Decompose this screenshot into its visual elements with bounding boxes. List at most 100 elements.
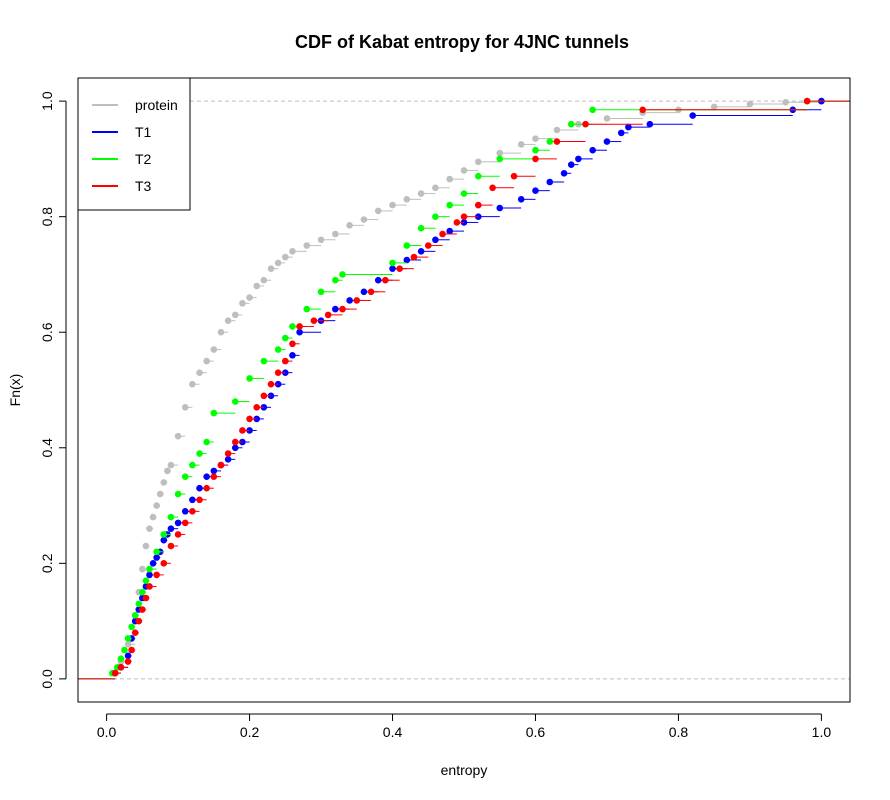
series-T2 bbox=[78, 97, 850, 680]
data-point bbox=[181, 508, 189, 515]
data-point bbox=[128, 646, 135, 654]
data-point bbox=[174, 519, 182, 527]
data-point bbox=[446, 175, 454, 183]
data-point bbox=[296, 323, 303, 330]
legend-box bbox=[77, 77, 191, 211]
data-point bbox=[317, 236, 325, 244]
data-point bbox=[689, 112, 697, 119]
data-point bbox=[289, 323, 296, 330]
data-point bbox=[135, 600, 143, 608]
data-point bbox=[281, 253, 289, 261]
data-point bbox=[164, 467, 171, 475]
data-point bbox=[246, 294, 253, 301]
data-point bbox=[460, 167, 468, 174]
data-point bbox=[496, 155, 504, 163]
data-point bbox=[253, 282, 261, 290]
data-point bbox=[339, 305, 346, 313]
data-point bbox=[567, 161, 575, 168]
data-point bbox=[546, 178, 554, 186]
data-point bbox=[274, 369, 282, 376]
data-point bbox=[131, 612, 139, 619]
data-point bbox=[346, 297, 353, 304]
data-point bbox=[149, 560, 157, 567]
data-point bbox=[128, 623, 135, 631]
data-point bbox=[210, 467, 218, 475]
data-point bbox=[589, 146, 596, 154]
data-point bbox=[239, 300, 246, 307]
data-point bbox=[253, 404, 261, 411]
data-point bbox=[142, 577, 150, 584]
data-point bbox=[189, 461, 196, 469]
data-point bbox=[532, 187, 539, 194]
data-point bbox=[160, 536, 168, 544]
data-point bbox=[546, 138, 554, 145]
x-tick-label: 0.6 bbox=[526, 724, 546, 740]
data-point bbox=[489, 184, 496, 192]
data-point bbox=[396, 265, 403, 272]
data-point bbox=[124, 652, 132, 660]
data-point bbox=[153, 554, 160, 561]
data-point bbox=[432, 236, 439, 244]
data-point bbox=[203, 484, 210, 492]
data-point bbox=[432, 184, 439, 192]
data-point bbox=[267, 380, 275, 388]
data-point bbox=[124, 658, 132, 665]
data-point bbox=[603, 115, 611, 122]
data-point bbox=[575, 155, 582, 163]
data-point bbox=[410, 253, 418, 261]
data-point bbox=[289, 352, 296, 359]
data-point bbox=[139, 606, 146, 613]
data-point bbox=[803, 97, 811, 105]
data-point bbox=[167, 542, 175, 550]
data-point bbox=[224, 317, 232, 324]
data-point bbox=[174, 531, 182, 538]
plot-frame bbox=[77, 77, 851, 703]
data-point bbox=[167, 525, 175, 532]
data-point bbox=[332, 276, 339, 284]
data-point bbox=[189, 508, 196, 515]
data-point bbox=[189, 496, 196, 504]
data-point bbox=[553, 126, 561, 134]
data-point bbox=[124, 635, 132, 642]
data-point bbox=[289, 248, 296, 255]
data-point bbox=[582, 120, 589, 128]
data-point bbox=[403, 256, 411, 264]
data-point bbox=[782, 98, 789, 106]
data-point bbox=[560, 170, 568, 177]
data-point bbox=[196, 484, 203, 492]
data-point bbox=[553, 138, 561, 145]
y-tick-label: 0.4 bbox=[39, 438, 55, 458]
legend-label: T2 bbox=[135, 151, 152, 167]
x-tick-label: 0.0 bbox=[97, 724, 117, 740]
data-point bbox=[281, 357, 289, 365]
data-point bbox=[153, 502, 160, 509]
data-point bbox=[532, 135, 539, 142]
data-point bbox=[303, 242, 311, 249]
data-point bbox=[746, 100, 754, 108]
data-point bbox=[210, 409, 218, 417]
data-point bbox=[260, 392, 268, 400]
data-point bbox=[403, 196, 411, 203]
x-tick-label: 1.0 bbox=[812, 724, 832, 740]
data-point bbox=[625, 123, 632, 131]
data-point bbox=[432, 213, 439, 220]
plot-layer bbox=[78, 97, 850, 680]
data-point bbox=[231, 398, 239, 405]
data-point bbox=[367, 288, 375, 296]
data-point bbox=[517, 196, 525, 203]
data-point bbox=[281, 334, 289, 342]
data-point bbox=[517, 141, 525, 148]
data-point bbox=[167, 513, 175, 521]
data-point bbox=[453, 219, 461, 226]
data-point bbox=[149, 513, 157, 521]
data-point bbox=[181, 473, 189, 480]
data-point bbox=[260, 404, 268, 411]
data-point bbox=[382, 276, 389, 284]
data-point bbox=[260, 276, 268, 284]
data-point bbox=[203, 473, 210, 480]
data-point bbox=[274, 346, 282, 353]
data-point bbox=[167, 461, 175, 469]
data-point bbox=[174, 432, 182, 440]
data-point bbox=[196, 450, 203, 457]
data-point bbox=[160, 479, 168, 486]
